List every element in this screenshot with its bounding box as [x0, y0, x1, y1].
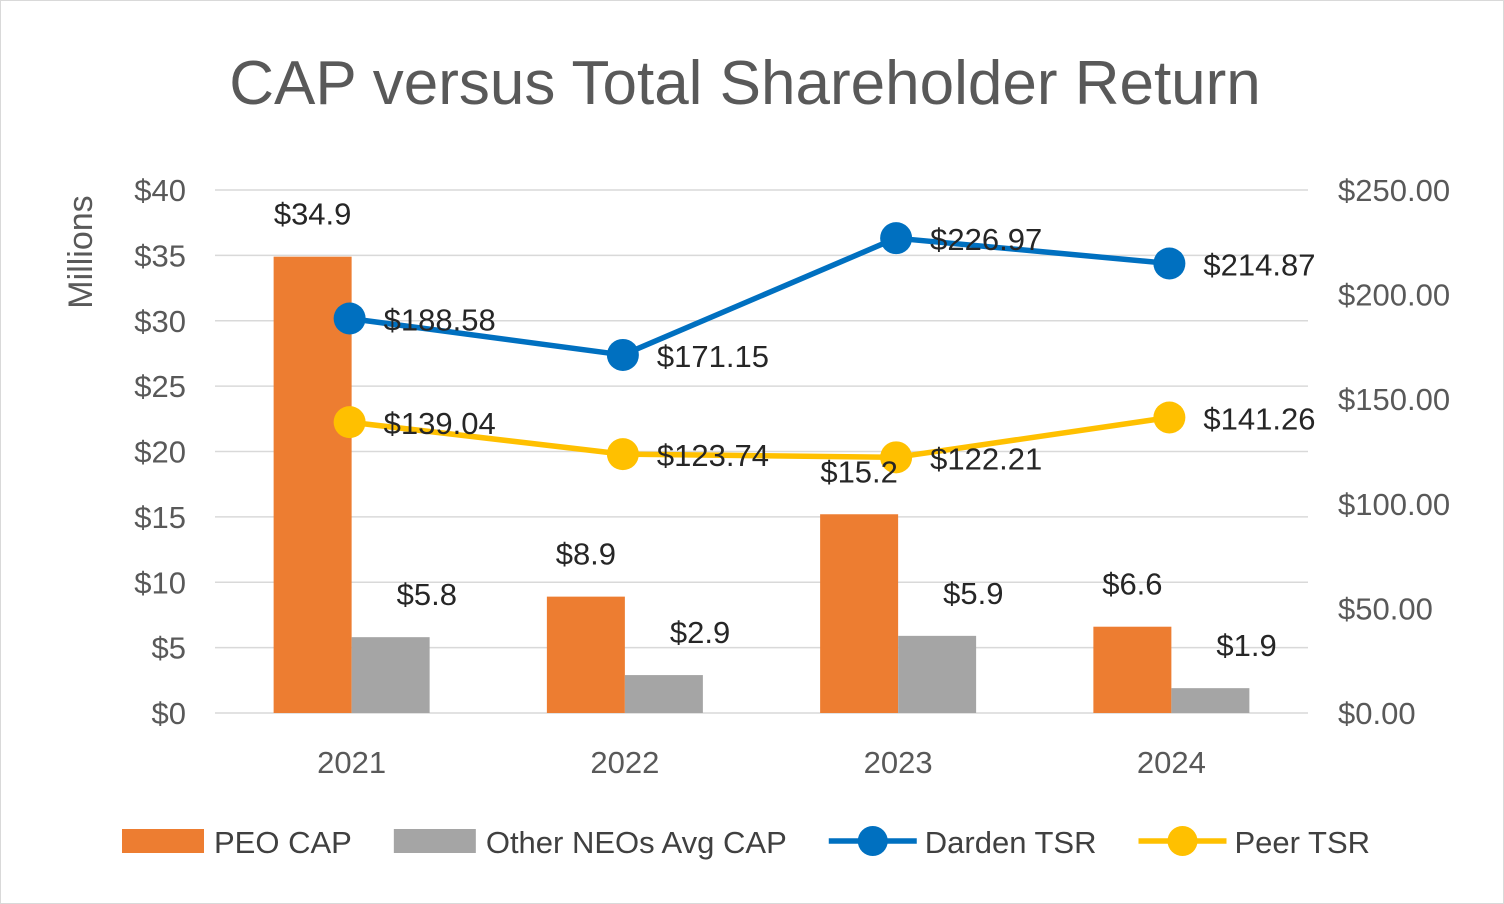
- data-label: $171.15: [657, 339, 769, 374]
- data-label: $123.74: [657, 438, 769, 473]
- marker-darden-tsr: [880, 222, 913, 255]
- data-label: $226.97: [930, 222, 1042, 257]
- data-label: $1.9: [1216, 628, 1276, 663]
- data-label: $122.21: [930, 441, 1042, 476]
- y-tick-label: $15: [134, 500, 186, 535]
- y-tick-label: $30: [134, 304, 186, 339]
- marker-peer-tsr: [880, 441, 913, 474]
- marker-darden-tsr: [606, 338, 639, 371]
- bar-peo-cap: [273, 256, 352, 713]
- data-label: $5.8: [397, 577, 457, 612]
- y2-tick-label: $50.00: [1338, 591, 1433, 626]
- chart-title: CAP versus Total Shareholder Return: [229, 49, 1261, 118]
- data-label: $139.04: [384, 406, 496, 441]
- data-label: $8.9: [556, 537, 616, 572]
- bar-other-neos-avg-cap: [1171, 688, 1250, 713]
- line-peer-tsr: [349, 414, 1170, 461]
- bar-peo-cap: [1093, 626, 1172, 713]
- data-label: $214.87: [1203, 247, 1315, 282]
- y2-tick-label: $100.00: [1338, 487, 1450, 522]
- legend-swatch-marker: [857, 826, 888, 856]
- marker-darden-tsr: [333, 302, 366, 335]
- bar-peo-cap: [546, 596, 625, 713]
- y-tick-label: $0: [152, 696, 186, 731]
- y-tick-label: $25: [134, 369, 186, 404]
- bar-other-neos-avg-cap: [624, 675, 703, 713]
- bar-peo-cap: [820, 514, 899, 713]
- legend-swatch: [393, 829, 476, 853]
- y-tick-label: $40: [134, 173, 186, 208]
- legend-label: PEO CAP: [214, 825, 352, 860]
- x-tick-label: 2022: [590, 745, 659, 780]
- y-axis-label: Millions: [62, 195, 100, 308]
- legend-swatch: [122, 829, 204, 853]
- marker-peer-tsr: [333, 406, 366, 439]
- x-tick-label: 2023: [864, 745, 933, 780]
- legend-label: Other NEOs Avg CAP: [486, 825, 787, 860]
- legend-label: Darden TSR: [925, 825, 1097, 860]
- y-tick-label: $10: [134, 565, 186, 600]
- marker-peer-tsr: [606, 438, 639, 471]
- marker-darden-tsr: [1153, 247, 1186, 280]
- y-tick-label: $5: [152, 631, 186, 666]
- y2-tick-label: $150.00: [1338, 382, 1450, 417]
- y2-tick-label: $200.00: [1338, 278, 1450, 313]
- data-label: $141.26: [1203, 401, 1315, 436]
- data-label: $34.9: [274, 197, 352, 232]
- data-label: $5.9: [943, 576, 1003, 611]
- y-tick-label: $20: [134, 435, 186, 470]
- y2-tick-label: $0.00: [1338, 696, 1416, 731]
- legend-label: Peer TSR: [1235, 825, 1371, 860]
- bar-other-neos-avg-cap: [351, 637, 430, 713]
- marker-peer-tsr: [1153, 401, 1186, 434]
- y-tick-label: $35: [134, 238, 186, 273]
- data-label: $6.6: [1102, 567, 1162, 602]
- bar-other-neos-avg-cap: [898, 635, 977, 713]
- x-tick-label: 2024: [1137, 745, 1206, 780]
- x-tick-label: 2021: [317, 745, 386, 780]
- legend-swatch-marker: [1167, 826, 1198, 856]
- data-label: $15.2: [820, 454, 898, 489]
- line-darden-tsr: [349, 235, 1170, 358]
- data-label: $188.58: [384, 302, 496, 337]
- data-label: $2.9: [670, 615, 730, 650]
- y2-tick-label: $250.00: [1338, 173, 1450, 208]
